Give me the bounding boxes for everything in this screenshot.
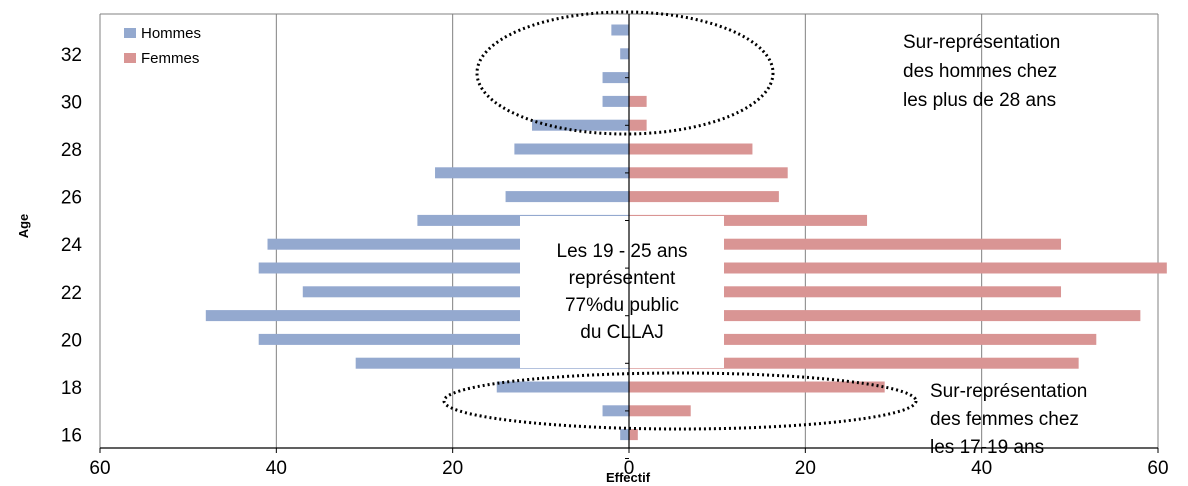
bar-hommes-24 (267, 238, 629, 250)
x-tick-label: 20 (795, 458, 816, 479)
x-axis-title: Effectif (606, 470, 651, 485)
x-tick-label: 60 (89, 458, 110, 479)
center-annotation-line: 77%du public (565, 295, 679, 316)
bar-femmes-25 (629, 214, 868, 226)
y-tick-label: 26 (61, 188, 82, 209)
bar-hommes-28 (514, 143, 629, 155)
men-highlight-ellipse (475, 10, 775, 136)
legend-label-hommes: Hommes (141, 25, 201, 42)
x-tick-label: 40 (971, 458, 992, 479)
y-axis-title: Age (16, 214, 31, 239)
men-annotation-line: les plus de 28 ans (903, 90, 1056, 111)
bar-femmes-23 (629, 262, 1167, 274)
y-tick-label: 32 (61, 45, 82, 66)
bar-hommes-20 (258, 333, 629, 345)
bar-femmes-22 (629, 286, 1062, 298)
bar-femmes-29 (629, 119, 647, 131)
y-tick-label: 30 (61, 92, 82, 113)
men-annotation-line: Sur-représentation (903, 32, 1060, 53)
bar-hommes-16 (620, 429, 629, 441)
y-tick-label: 16 (61, 426, 82, 447)
bar-hommes-31 (602, 72, 629, 84)
bar-hommes-27 (435, 167, 629, 179)
legend: Hommes Femmes (124, 25, 201, 67)
axis-layer: 60 40 20 0 20 40 60 16 18 20 22 24 26 28 30 32 (61, 14, 1169, 479)
center-annotation-box (520, 216, 724, 368)
men-annotation-line: des hommes chez (903, 61, 1057, 82)
bar-hommes-30 (602, 95, 629, 107)
bar-hommes-22 (302, 286, 629, 298)
bar-hommes-19 (355, 357, 629, 369)
x-tick-label: 40 (266, 458, 287, 479)
y-tick-label: 20 (61, 330, 82, 351)
legend-swatch-femmes (124, 53, 136, 63)
bar-femmes-26 (629, 191, 779, 203)
x-tick-label: 60 (1147, 458, 1168, 479)
bar-femmes-30 (629, 95, 647, 107)
bar-hommes-18 (496, 381, 629, 393)
center-annotation-line: représentent (569, 268, 676, 289)
legend-swatch-hommes (124, 28, 136, 38)
bar-hommes-33 (611, 24, 629, 36)
y-tick-label: 28 (61, 140, 82, 161)
center-annotation-line: du CLLAJ (580, 322, 663, 343)
bar-hommes-29 (532, 119, 629, 131)
y-tick-label: 22 (61, 283, 82, 304)
bar-hommes-26 (505, 191, 629, 203)
bar-femmes-28 (629, 143, 753, 155)
bar-femmes-17 (629, 405, 691, 417)
bar-femmes-18 (629, 381, 885, 393)
bar-femmes-16 (629, 429, 638, 441)
bar-hommes-32 (620, 48, 629, 60)
bar-femmes-20 (629, 333, 1097, 345)
bar-hommes-21 (205, 310, 630, 322)
women-highlight-ellipse (442, 371, 918, 431)
bar-hommes-17 (602, 405, 629, 417)
women-annotation-line: des femmes chez (930, 409, 1079, 430)
bar-femmes-21 (629, 310, 1141, 322)
center-annotation-line: Les 19 - 25 ans (557, 241, 688, 262)
bar-femmes-24 (629, 238, 1062, 250)
y-tick-label: 24 (61, 235, 83, 256)
bar-hommes-23 (258, 262, 629, 274)
y-tick-label: 18 (61, 378, 82, 399)
women-annotation-line: Sur-représentation (930, 381, 1087, 402)
bar-femmes-27 (629, 167, 788, 179)
legend-label-femmes: Femmes (141, 50, 199, 67)
x-tick-label: 20 (442, 458, 463, 479)
bar-femmes-19 (629, 357, 1079, 369)
x-tick-label: 0 (624, 458, 635, 479)
